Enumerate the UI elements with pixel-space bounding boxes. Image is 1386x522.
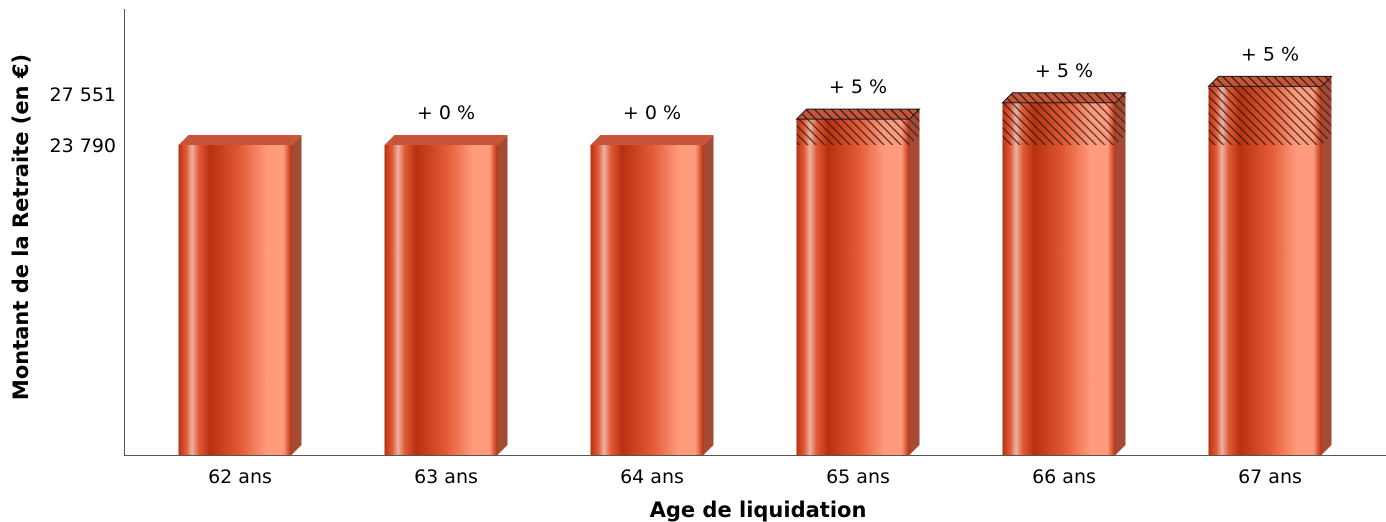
bars <box>178 75 1333 456</box>
bar-top-hatch <box>795 108 921 120</box>
bar-top <box>178 135 302 145</box>
data-label: + 0 % <box>417 102 475 124</box>
x-tick-label: 64 ans <box>620 466 684 488</box>
x-tick-label: 67 ans <box>1238 466 1302 488</box>
y-tick-label: 27 551 <box>50 84 116 106</box>
data-label: + 0 % <box>623 102 681 124</box>
x-tick-label: 63 ans <box>414 466 478 488</box>
labels: 62 ans 63 ans + 0 % 64 ans + 0 % 65 ans + 5 % 6… <box>50 43 1302 488</box>
bar-top-hatch <box>1207 75 1333 87</box>
bar-top-hatch <box>1001 92 1127 104</box>
bar <box>796 145 910 455</box>
x-tick-label: 62 ans <box>208 466 272 488</box>
data-label: + 5 % <box>1241 43 1299 65</box>
bar-increase-hatch <box>1208 86 1322 145</box>
x-tick-label: 65 ans <box>826 466 890 488</box>
axes <box>124 9 1386 456</box>
bar <box>384 145 498 455</box>
bar <box>1002 145 1116 455</box>
bar-side <box>1115 92 1126 455</box>
y-axis-title: Montant de la Retraite (en €) <box>9 54 33 400</box>
y-tick-label: 23 790 <box>50 135 116 157</box>
bar-side <box>497 135 508 455</box>
x-tick-label: 66 ans <box>1032 466 1096 488</box>
bar-side-hatch <box>1115 92 1126 145</box>
bar <box>178 145 292 455</box>
bar-top <box>384 135 508 145</box>
bar-top <box>590 135 714 145</box>
bar <box>590 145 704 455</box>
x-axis-title: Age de liquidation <box>650 498 867 522</box>
bar-side <box>291 135 302 455</box>
bar-side-hatch <box>1321 76 1332 145</box>
bar-side <box>1321 76 1332 456</box>
bar-increase-hatch <box>1002 102 1116 145</box>
bar-side-hatch <box>909 109 920 145</box>
data-label: + 5 % <box>829 76 887 98</box>
bar-side <box>909 109 920 455</box>
bar-increase-hatch <box>796 119 910 145</box>
bar-side <box>703 135 714 455</box>
data-label: + 5 % <box>1035 60 1093 82</box>
bar <box>1208 145 1322 455</box>
